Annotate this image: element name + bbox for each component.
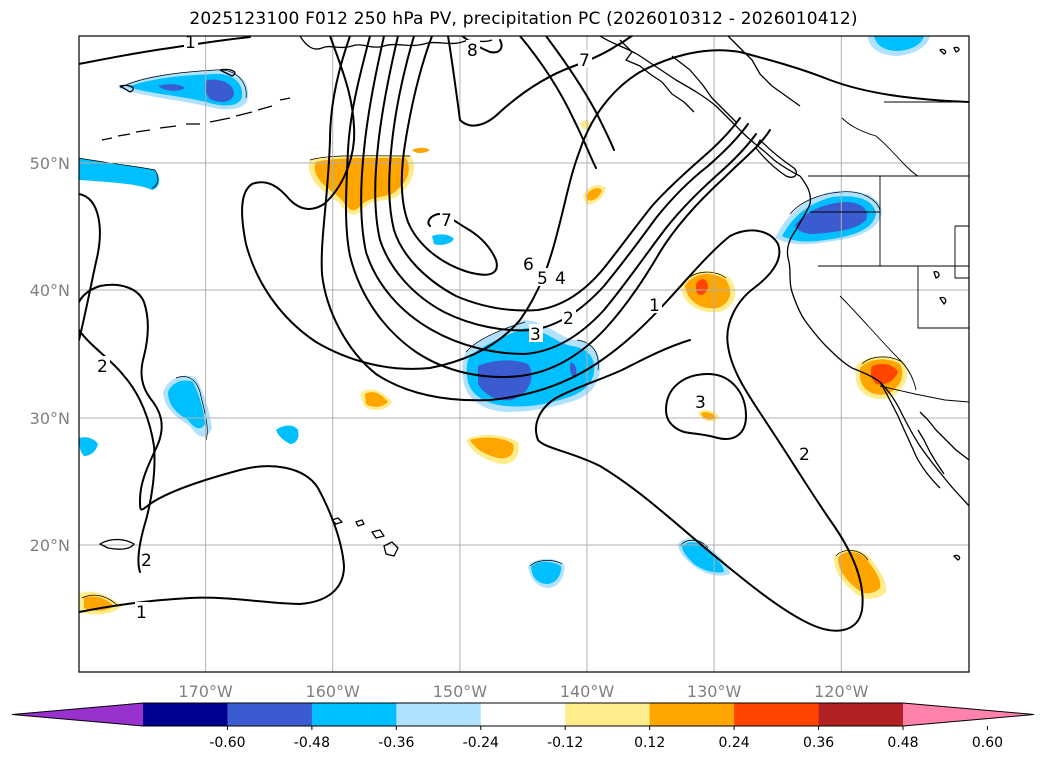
lat-label-40n: 40°N bbox=[30, 281, 70, 300]
precip-blob-29n-163w bbox=[276, 425, 299, 444]
colorbar-segment bbox=[565, 703, 651, 726]
pv-contour-6 bbox=[388, 36, 741, 312]
colorbar-tick-label: 0.36 bbox=[803, 735, 834, 751]
pv-contour-7-north bbox=[447, 36, 633, 127]
graticule bbox=[79, 36, 969, 672]
contour-label-3a: 3 bbox=[530, 325, 541, 345]
contour-label-2b: 2 bbox=[97, 357, 108, 377]
precip-blob-30n-170w-core bbox=[168, 380, 205, 429]
colorbar-segment bbox=[227, 703, 313, 726]
lon-label-160w: 160°W bbox=[306, 682, 361, 701]
pv-contour-2-loop bbox=[79, 329, 156, 573]
contour-label-1: 1 bbox=[185, 33, 196, 53]
lon-label-170w: 170°W bbox=[178, 682, 233, 701]
pv-contour-inner-ridge bbox=[519, 36, 597, 169]
precip-blob-18n-143w-core bbox=[531, 561, 562, 584]
contour-label-3b: 3 bbox=[695, 393, 706, 413]
contour-labels: 1 7 7 8 6 5 4 3 2 1 1 2 2 3 bbox=[96, 33, 812, 623]
pv-contour-2 bbox=[79, 193, 101, 341]
precip-blob-39n-131w-red bbox=[696, 279, 708, 296]
lon-label-140w: 140°W bbox=[560, 682, 615, 701]
colorbar-tick-label: 0.60 bbox=[972, 735, 1003, 751]
colorbar-tick-label: -0.12 bbox=[547, 735, 583, 751]
contour-label-1c: 1 bbox=[136, 603, 147, 623]
precip-blob-34n-117w-red bbox=[870, 364, 898, 385]
pv-contour-1-south bbox=[79, 283, 345, 613]
contour-label-2c: 2 bbox=[141, 551, 152, 571]
pv-contour-5 bbox=[374, 36, 749, 332]
pv-contour-4 bbox=[360, 36, 757, 355]
lat-label-30n: 30°N bbox=[30, 409, 70, 428]
pv-contour-3 bbox=[345, 36, 771, 378]
contour-label-7a: 7 bbox=[441, 211, 452, 231]
precip-positive-layer bbox=[79, 120, 908, 615]
colorbar-segment bbox=[311, 703, 397, 726]
contour-label-7b: 7 bbox=[579, 51, 590, 71]
contour-label-2a: 2 bbox=[563, 309, 574, 329]
lat-label-50n: 50°N bbox=[30, 154, 70, 173]
pv-contour-2-big bbox=[320, 36, 864, 632]
longitude-labels: 170°W 160°W 150°W 140°W 130°W 120°W bbox=[178, 682, 868, 701]
precip-blob-west-50n bbox=[79, 158, 160, 190]
precip-blob-28n-147w-core bbox=[470, 437, 514, 459]
contour-label-5: 5 bbox=[537, 269, 548, 289]
precip-blob-43n-151w bbox=[432, 234, 454, 245]
colorbar-segment bbox=[818, 703, 904, 726]
pv-contour-inner-ridge2 bbox=[545, 36, 615, 151]
lon-label-130w: 130°W bbox=[687, 682, 742, 701]
colorbar-tick-label: 0.24 bbox=[719, 735, 750, 751]
colorbar-tick-label: -0.48 bbox=[294, 735, 330, 751]
colorbar: -0.60 -0.48 -0.36 -0.24 -0.12 0.12 0.24 0.36 0.4… bbox=[11, 702, 1035, 751]
map-title: 2025123100 F012 250 hPa PV, precipitatio… bbox=[189, 9, 858, 29]
precip-blob-39n-131w-core bbox=[685, 274, 731, 309]
precip-blob-19n-131w-core bbox=[682, 542, 724, 573]
contour-label-1b: 1 bbox=[649, 296, 660, 316]
pv-contour-1 bbox=[79, 36, 251, 65]
coastlines bbox=[99, 36, 969, 561]
contour-label-4: 4 bbox=[555, 269, 566, 289]
colorbar-tick-label: 0.12 bbox=[634, 735, 665, 751]
colorbar-tick-label: -0.36 bbox=[378, 735, 414, 751]
colorbar-segment bbox=[480, 703, 566, 726]
precip-blob-pacific-nw-dark bbox=[795, 202, 868, 234]
lon-label-120w: 120°W bbox=[814, 682, 869, 701]
contour-label-6: 6 bbox=[523, 255, 534, 275]
colorbar-tick-label: -0.24 bbox=[463, 735, 499, 751]
latitude-labels: 50°N 40°N 30°N 20°N bbox=[30, 154, 70, 555]
precip-blob-48n-140w-core bbox=[586, 188, 602, 201]
map-frame bbox=[78, 35, 970, 673]
contour-label-8: 8 bbox=[467, 41, 478, 61]
precip-blob-28n-179w bbox=[79, 437, 98, 456]
precip-blob-17n-118w-core bbox=[838, 551, 881, 594]
pv-contour-1-east bbox=[241, 36, 969, 370]
precip-blob-32n-155w-core bbox=[365, 392, 388, 407]
colorbar-outline bbox=[11, 702, 1035, 727]
colorbar-tick-label: -0.60 bbox=[209, 735, 245, 751]
colorbar-extend-max bbox=[903, 703, 1034, 726]
lon-label-150w: 150°W bbox=[433, 682, 488, 701]
precip-blob-51n-153w bbox=[412, 147, 430, 153]
colorbar-extend-min bbox=[12, 703, 143, 726]
precip-blob-center-dark bbox=[478, 360, 577, 401]
colorbar-tick-label: 0.48 bbox=[887, 735, 918, 751]
lat-label-20n: 20°N bbox=[30, 536, 70, 555]
colorbar-segment bbox=[396, 703, 482, 726]
contour-label-2d: 2 bbox=[799, 445, 810, 465]
colorbar-segment bbox=[143, 703, 228, 726]
colorbar-segment bbox=[649, 703, 735, 726]
precip-negative-layer bbox=[79, 36, 930, 588]
precip-blob-60n-120w-core bbox=[874, 36, 924, 51]
colorbar-segment bbox=[734, 703, 820, 726]
precip-blob-alaska-gulf-dark bbox=[158, 79, 234, 102]
pv-contour-3-circle bbox=[665, 373, 747, 440]
